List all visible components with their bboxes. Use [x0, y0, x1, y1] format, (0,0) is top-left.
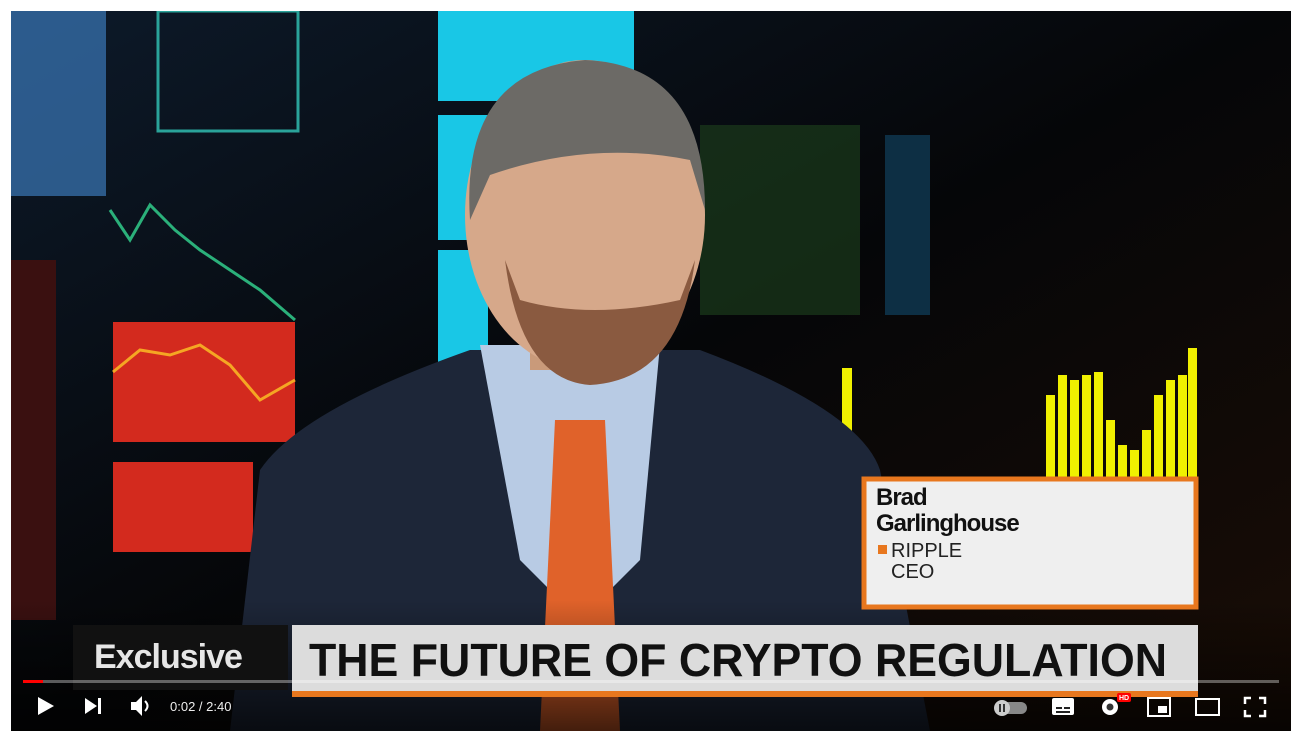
banner: Exclusive THE FUTURE OF CRYPTO REGULATIO…	[73, 625, 1198, 697]
controls: 0:02 / 2:40 HD	[38, 693, 1267, 718]
lower-third: Brad Garlinghouse RIPPLE CEO	[861, 476, 1199, 610]
hd-badge	[1117, 693, 1131, 702]
name-line: Brad	[876, 484, 927, 511]
role: CEO	[891, 561, 934, 583]
theater-button[interactable]	[1195, 698, 1220, 716]
progress-played	[23, 680, 43, 683]
next-button[interactable]	[85, 698, 101, 714]
tag-box	[73, 625, 288, 690]
progress-bar[interactable]	[23, 680, 1279, 683]
subtitles-button[interactable]	[1052, 698, 1074, 715]
progress-track	[23, 680, 1279, 683]
settings-button[interactable]: HD	[1102, 693, 1131, 715]
miniplayer-button[interactable]	[1147, 697, 1171, 717]
headline-box	[292, 625, 1198, 691]
fullscreen-button[interactable]	[1243, 696, 1267, 718]
org-bullet	[878, 545, 887, 554]
volume-button[interactable]	[131, 696, 149, 716]
headline: THE FUTURE OF CRYPTO REGULATION	[309, 634, 1167, 686]
org: RIPPLE	[891, 540, 962, 562]
autoplay-toggle[interactable]	[994, 700, 1027, 716]
video-frame	[11, 11, 1291, 731]
name-card	[861, 476, 1199, 610]
hd-label: HD	[1119, 695, 1129, 702]
play-button[interactable]	[38, 697, 54, 715]
banner-tag: Exclusive	[94, 638, 242, 676]
time-display: 0:02 / 2:40	[170, 699, 231, 714]
name-line: Garlinghouse	[876, 510, 1019, 537]
headline-underline	[292, 691, 1198, 697]
